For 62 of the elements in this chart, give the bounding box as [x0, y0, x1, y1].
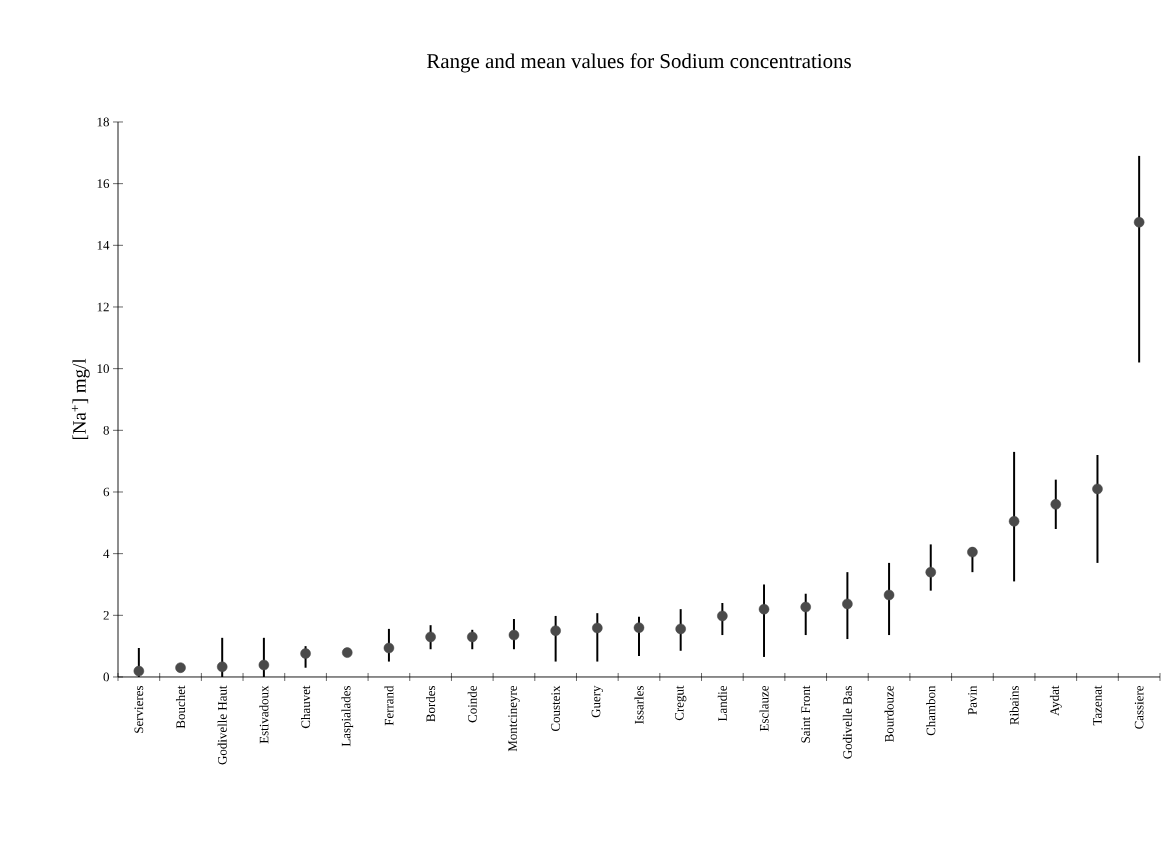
point [717, 610, 728, 622]
point [633, 622, 645, 633]
point [383, 642, 395, 654]
x-tick-label: Pavin [968, 685, 977, 715]
point [508, 629, 520, 641]
point [216, 661, 228, 673]
x-tick-label: Chauvet [301, 685, 311, 729]
x-tick-label: Bouchet [175, 685, 186, 729]
x-tick-label: Servieres [134, 685, 144, 733]
point [425, 631, 436, 643]
point [758, 603, 770, 615]
point [341, 647, 353, 658]
x-tick-label: Cassiere [1134, 685, 1144, 729]
chart-title: Range and mean values for Sodium concentrations [426, 53, 851, 73]
x-tick-label: Guery [591, 685, 603, 718]
point [258, 659, 270, 671]
point [1050, 499, 1062, 510]
y-tick-label: 2 [103, 611, 109, 620]
x-tick-label: Chambon [926, 685, 936, 736]
point [1008, 516, 1020, 527]
x-tick-label: Cousteix [551, 685, 560, 732]
point [883, 589, 895, 601]
point [550, 625, 561, 636]
point [300, 648, 311, 659]
point [842, 598, 853, 610]
point [592, 622, 603, 634]
point [1133, 216, 1145, 228]
y-tick-label: 4 [103, 549, 110, 558]
x-tick-label: Saint Front [801, 685, 811, 743]
x-tick-label: Cregut [674, 685, 687, 721]
x-tick-label: Tazenat [1093, 685, 1102, 726]
x-tick-label: Bourdouze [884, 685, 894, 742]
y-tick-label: 6 [103, 487, 110, 497]
point [675, 623, 686, 635]
y-tick-label: 18 [97, 117, 109, 127]
point [133, 665, 145, 677]
x-tick-label: Landie [717, 685, 727, 722]
y-tick-label: 16 [97, 179, 110, 188]
point [467, 631, 478, 643]
x-tick-label: Issarles [634, 685, 644, 724]
point [967, 546, 978, 558]
y-tick-label: 14 [97, 241, 110, 250]
x-tick-label: Ribains [1009, 685, 1019, 725]
point [175, 662, 186, 673]
y-tick-label: 12 [97, 302, 109, 312]
point [800, 601, 811, 613]
point [925, 566, 936, 578]
x-tick-label: Esclauze [759, 685, 769, 732]
x-tick-label: Aydat [1049, 685, 1062, 716]
x-tick-label: Laspialades [341, 685, 354, 747]
x-tick-label: Montcineyre [508, 685, 520, 752]
x-tick-label: Ferrand [384, 685, 394, 726]
y-axis-title: [Na$^{+}$] mg/l [71, 358, 90, 440]
x-tick-label: Estivadoux [259, 685, 269, 744]
x-tick-label: Coinde [467, 685, 477, 723]
y-tick-label: 10 [97, 364, 109, 374]
x-tick-label: Bordes [426, 685, 436, 722]
y-tick-label: 8 [103, 425, 109, 435]
x-tick-label: Godivelle Bas [842, 685, 852, 759]
point [1092, 483, 1103, 495]
y-tick-label: 0 [103, 672, 109, 682]
x-tick-label: Godivelle Haut [217, 685, 227, 765]
